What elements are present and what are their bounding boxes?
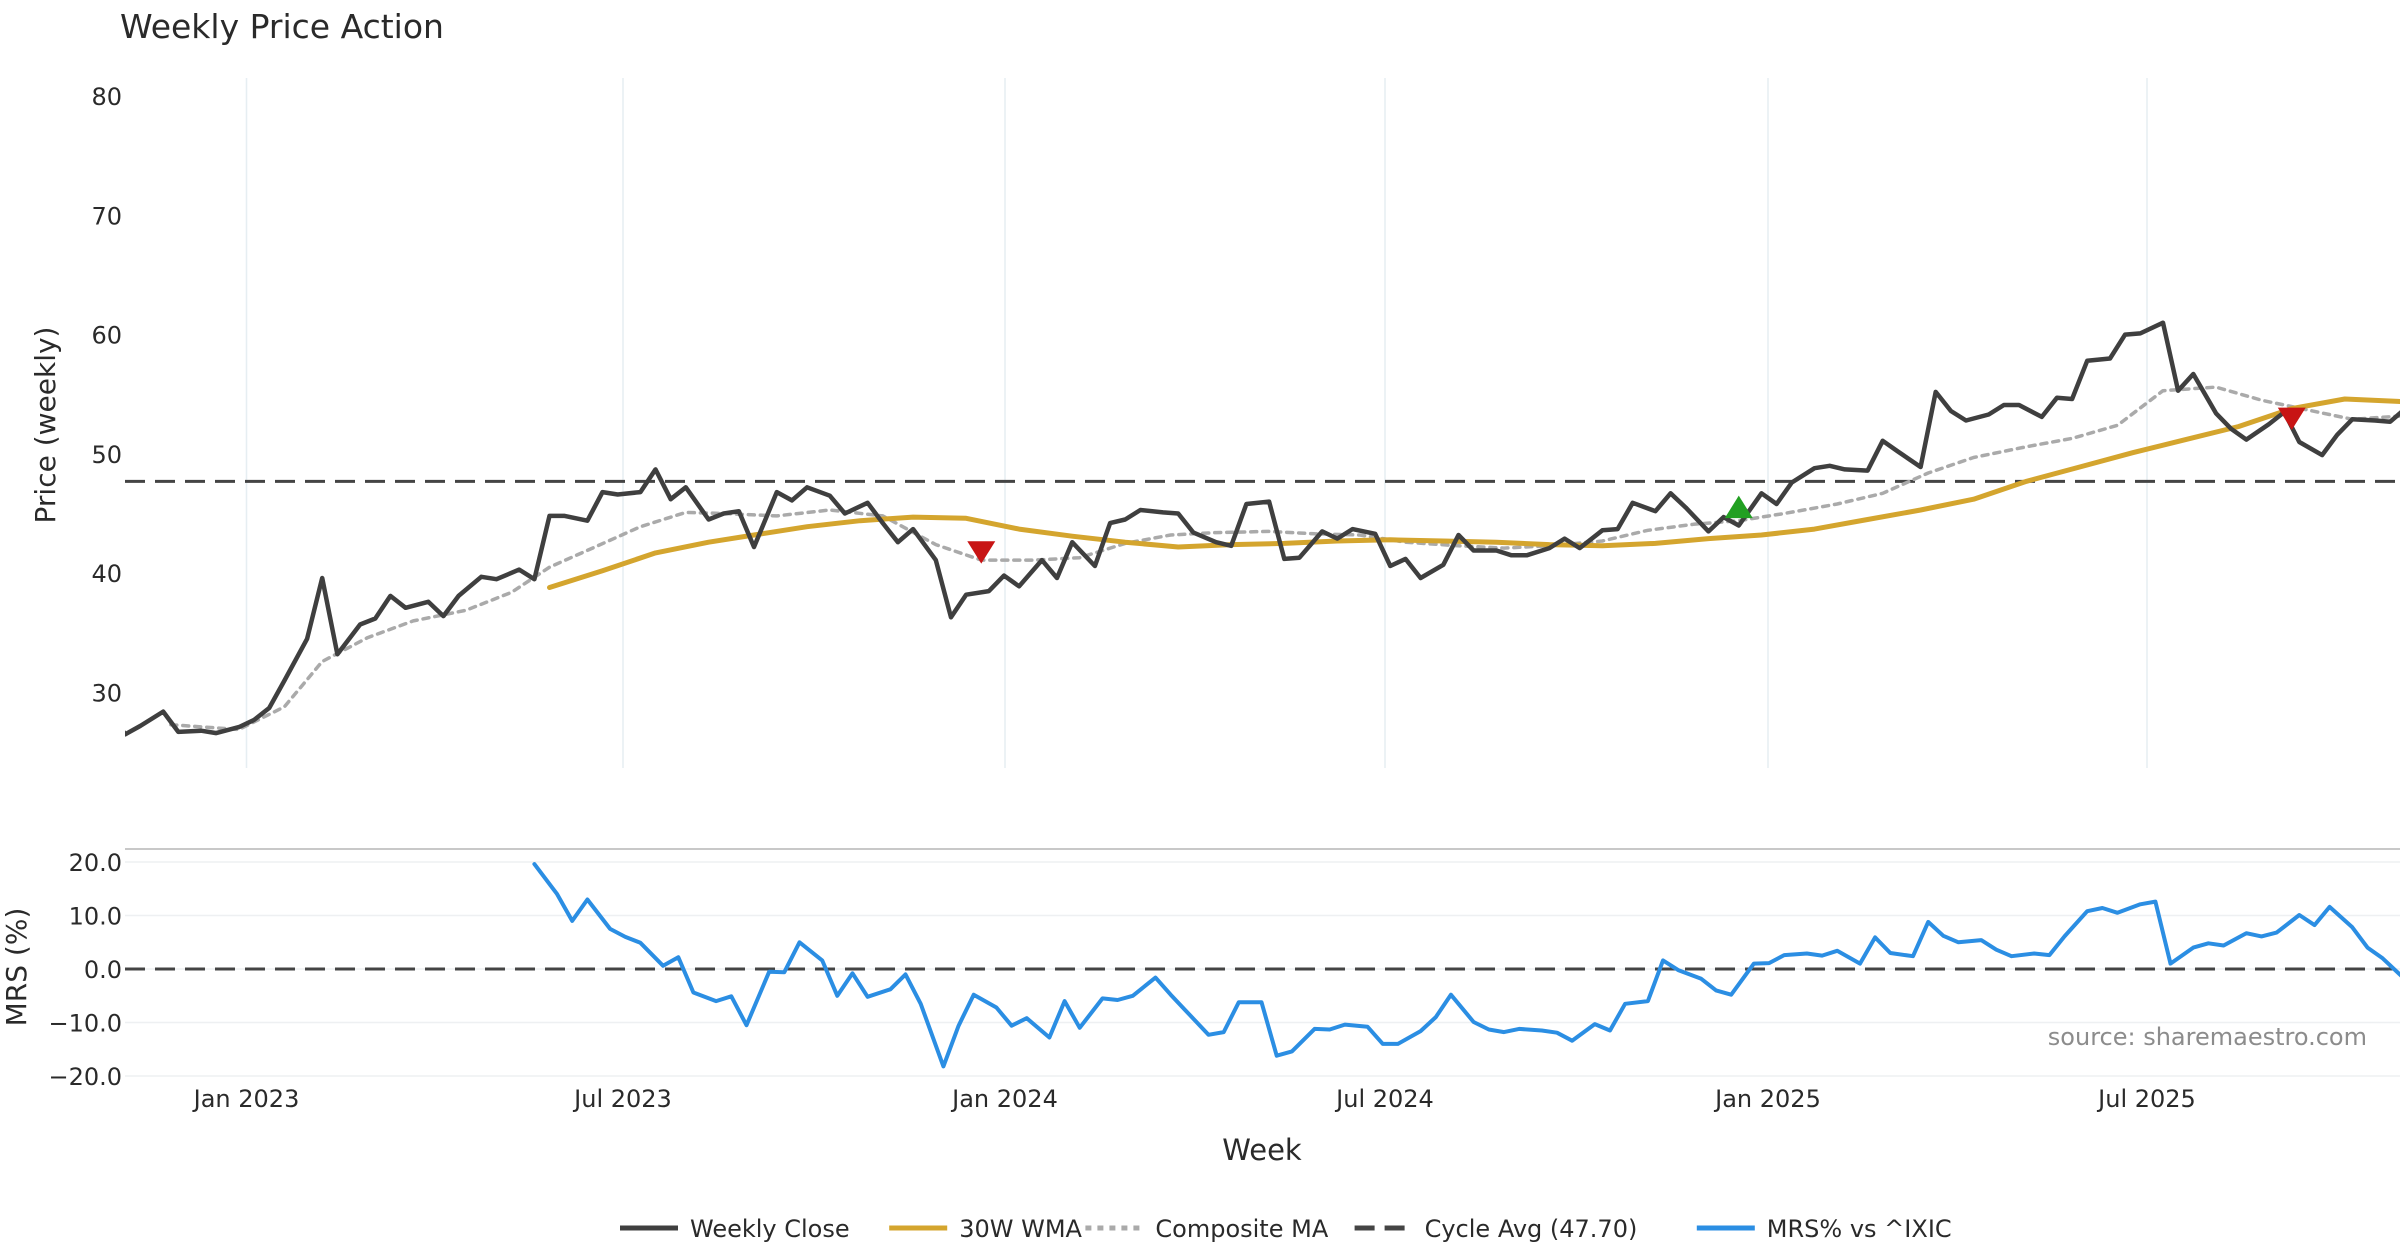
- price-y-tick-label: 50: [91, 441, 122, 469]
- buy-signal-marker: [1724, 495, 1753, 519]
- legend-item: MRS% vs ^IXIC: [1696, 1215, 1952, 1243]
- signal-markers: [967, 407, 2306, 564]
- legend-item: Cycle Avg (47.70): [1354, 1215, 1638, 1243]
- x-tick-label: Jan 2024: [950, 1085, 1058, 1113]
- price-y-tick-label: 60: [91, 322, 122, 350]
- legend-item: Weekly Close: [620, 1215, 850, 1243]
- series-composite-ma: [169, 385, 2400, 732]
- grid-layer: [125, 78, 2400, 1077]
- legend-label: Cycle Avg (47.70): [1425, 1215, 1638, 1243]
- axes: Weekly Price Action Price (weekly) MRS (…: [0, 7, 2367, 1167]
- mrs-y-tick-label: 10.0: [69, 903, 122, 931]
- chart-title: Weekly Price Action: [120, 7, 444, 46]
- sell-signal-marker: [2277, 407, 2306, 431]
- x-tick-label: Jul 2024: [1334, 1085, 1434, 1113]
- sell-signal-marker: [967, 541, 996, 564]
- x-axis-label: Week: [1222, 1133, 1302, 1167]
- x-tick-label: Jul 2023: [572, 1085, 672, 1113]
- mrs-y-tick-label: −20.0: [48, 1063, 122, 1091]
- reference-lines: [125, 479, 2400, 971]
- price-axis-label: Price (weekly): [29, 327, 62, 524]
- legend-label: MRS% vs ^IXIC: [1767, 1215, 1952, 1243]
- x-tick-label: Jan 2025: [1713, 1085, 1821, 1113]
- legend: Weekly Close 30W WMA Composite MA Cycle Avg…: [620, 1215, 1952, 1243]
- mrs-y-tick-label: −10.0: [48, 1010, 122, 1038]
- price-y-tick-label: 70: [91, 202, 122, 230]
- legend-item: 30W WMA: [889, 1215, 1083, 1243]
- mrs-axis-label: MRS (%): [0, 908, 33, 1027]
- mrs-y-tick-label: 20.0: [69, 849, 122, 877]
- source-note: source: sharemaestro.com: [2048, 1023, 2367, 1051]
- series-layer: [125, 320, 2400, 1069]
- legend-item: Composite MA: [1085, 1215, 1329, 1243]
- legend-label: 30W WMA: [959, 1215, 1082, 1243]
- series-weekly-close: [125, 320, 2400, 737]
- legend-label: Weekly Close: [690, 1215, 850, 1243]
- legend-label: Composite MA: [1155, 1215, 1328, 1243]
- series-mrs-vs-ixic: [532, 862, 2400, 1069]
- price-y-tick-label: 30: [91, 680, 122, 708]
- x-tick-label: Jul 2025: [2096, 1085, 2196, 1113]
- price-y-tick-label: 40: [91, 560, 122, 588]
- series-30w-wma: [547, 396, 2400, 590]
- mrs-y-tick-label: 0.0: [84, 956, 122, 984]
- price-y-tick-label: 80: [91, 83, 122, 111]
- x-tick-label: Jan 2023: [192, 1085, 300, 1113]
